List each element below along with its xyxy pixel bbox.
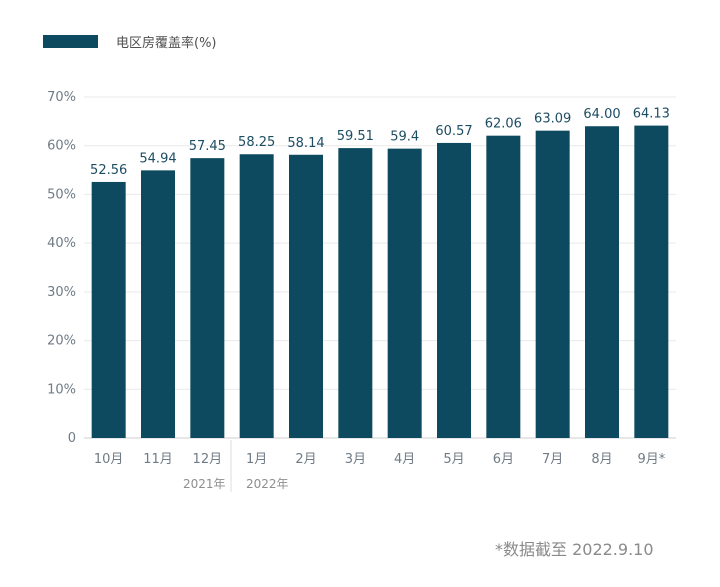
bars [91,125,669,439]
data-label: 57.45 [189,139,226,154]
data-labels: 52.56 54.94 57.45 58.25 58.14 59.51 59.4 60.57 6… [90,107,670,178]
data-label: 60.57 [435,124,472,139]
data-label: 58.25 [238,135,275,150]
legend-swatch [43,35,98,48]
x-tick-label: 5月 [443,452,464,467]
bar [437,142,471,439]
grid-lines [84,96,676,439]
y-tick-label: 10% [47,382,76,397]
x-tick-label: 3月 [345,452,366,467]
y-tick-label: 40% [47,236,76,251]
y-tick-label: 50% [47,187,76,202]
bar [387,148,422,438]
bar [535,130,570,439]
data-label: 63.09 [534,112,571,127]
y-tick-label: 20% [47,334,76,349]
x-tick-label: 4月 [394,452,415,467]
legend-label: 电区房覆盖率(%) [116,35,217,51]
y-tick-label: 70% [47,90,76,105]
bar [289,154,323,438]
legend: 电区房覆盖率(%) [43,35,217,51]
bar [91,181,126,439]
bar [585,126,619,438]
bar [338,148,373,438]
y-tick-label: 0 [68,431,76,446]
data-label: 62.06 [485,117,522,132]
footnote: *数据截至 2022.9.10 [495,540,654,559]
data-label: 59.51 [337,129,374,144]
data-label: 54.94 [139,151,176,166]
x-tick-label: 11月 [143,452,173,467]
data-label: 58.14 [287,136,324,151]
x-tick-label: 12月 [193,452,223,467]
x-tick-label: 9月* [637,452,665,467]
x-tick-label: 10月 [94,452,124,467]
year-labels: 2021年 2022年 [183,477,289,491]
data-label: 64.13 [633,107,670,122]
bar [141,170,175,438]
y-tick-label: 30% [47,285,76,300]
x-tick-label: 6月 [493,452,514,467]
x-tick-label: 2月 [295,452,316,467]
data-label: 59.4 [390,130,419,145]
data-label: 64.00 [583,107,620,122]
axes [84,437,676,492]
x-tick-label: 7月 [542,452,563,467]
year-label-2022: 2022年 [246,477,289,491]
x-tick-label: 1月 [246,452,267,467]
year-label-2021: 2021年 [183,477,226,491]
bar [239,154,274,438]
data-label: 52.56 [90,163,127,178]
tick-labels: 0 10% 20% 30% 40% 50% 60% 70% 10月 11月 12月 1月 2月 3月 4月 5… [47,90,666,467]
bar [190,158,225,439]
x-tick-label: 8月 [591,452,612,467]
bar [634,125,669,439]
bar [486,135,521,438]
y-tick-label: 60% [47,139,76,154]
